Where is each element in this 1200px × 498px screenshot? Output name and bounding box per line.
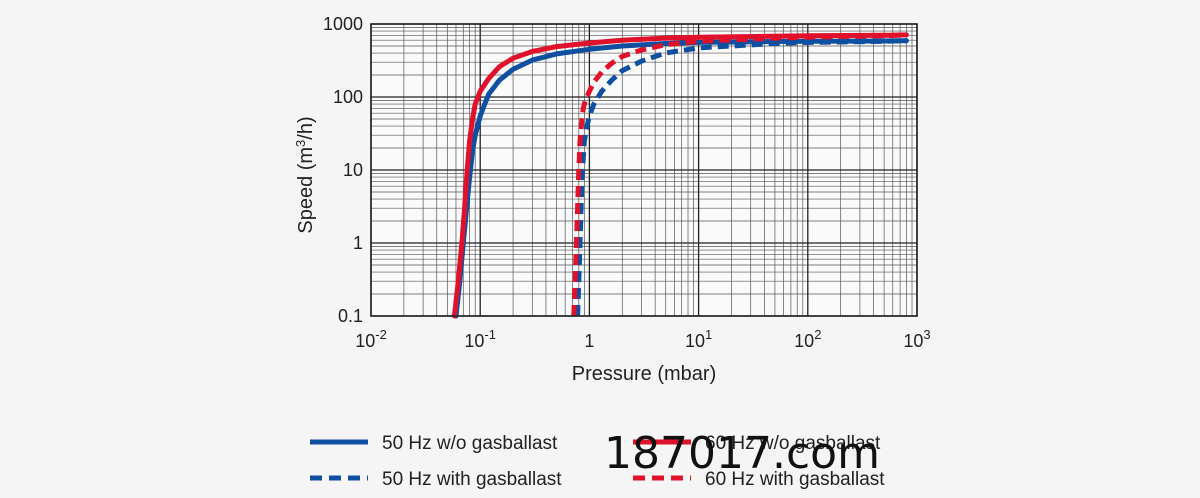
x-tick-label: 102 bbox=[794, 327, 821, 351]
legend-label: 50 Hz w/o gasballast bbox=[382, 433, 558, 454]
series-line-50-hz-with-gasballast bbox=[575, 38, 907, 317]
x-axis-ticks: 10-2 10-1 1 101 102 103 bbox=[355, 327, 930, 351]
legend-label: 60 Hz w/o gasballast bbox=[705, 433, 881, 454]
series-line-60-hz-with-gasballast bbox=[571, 32, 907, 317]
y-tick-label: 0.1 bbox=[338, 306, 363, 326]
plot-frame bbox=[370, 23, 918, 317]
x-tick-label: 10-1 bbox=[464, 327, 496, 351]
legend-label: 60 Hz with gasballast bbox=[705, 469, 885, 490]
watermark: 187017.com bbox=[604, 428, 880, 479]
x-tick-label: 101 bbox=[685, 327, 712, 351]
series-line-60-hz-w-o-gasballast bbox=[451, 32, 909, 319]
y-tick-label: 10 bbox=[343, 160, 363, 180]
legend: 50 Hz w/o gasballast 50 Hz with gasballas… bbox=[310, 433, 885, 490]
x-tick-label: 10-2 bbox=[355, 327, 387, 351]
y-tick-label: 1000 bbox=[323, 14, 363, 34]
x-tick-label: 103 bbox=[903, 327, 930, 351]
y-axis-title: Speed (m3/h) bbox=[293, 116, 318, 233]
y-axis-ticks: 0.1 1 10 100 1000 bbox=[323, 14, 363, 326]
legend-label: 50 Hz with gasballast bbox=[382, 469, 562, 490]
series-layer bbox=[451, 32, 909, 319]
y-tick-label: 1 bbox=[353, 233, 363, 253]
x-axis-title: Pressure (mbar) bbox=[572, 363, 716, 385]
x-tick-label: 1 bbox=[584, 331, 594, 351]
y-tick-label: 100 bbox=[333, 87, 363, 107]
